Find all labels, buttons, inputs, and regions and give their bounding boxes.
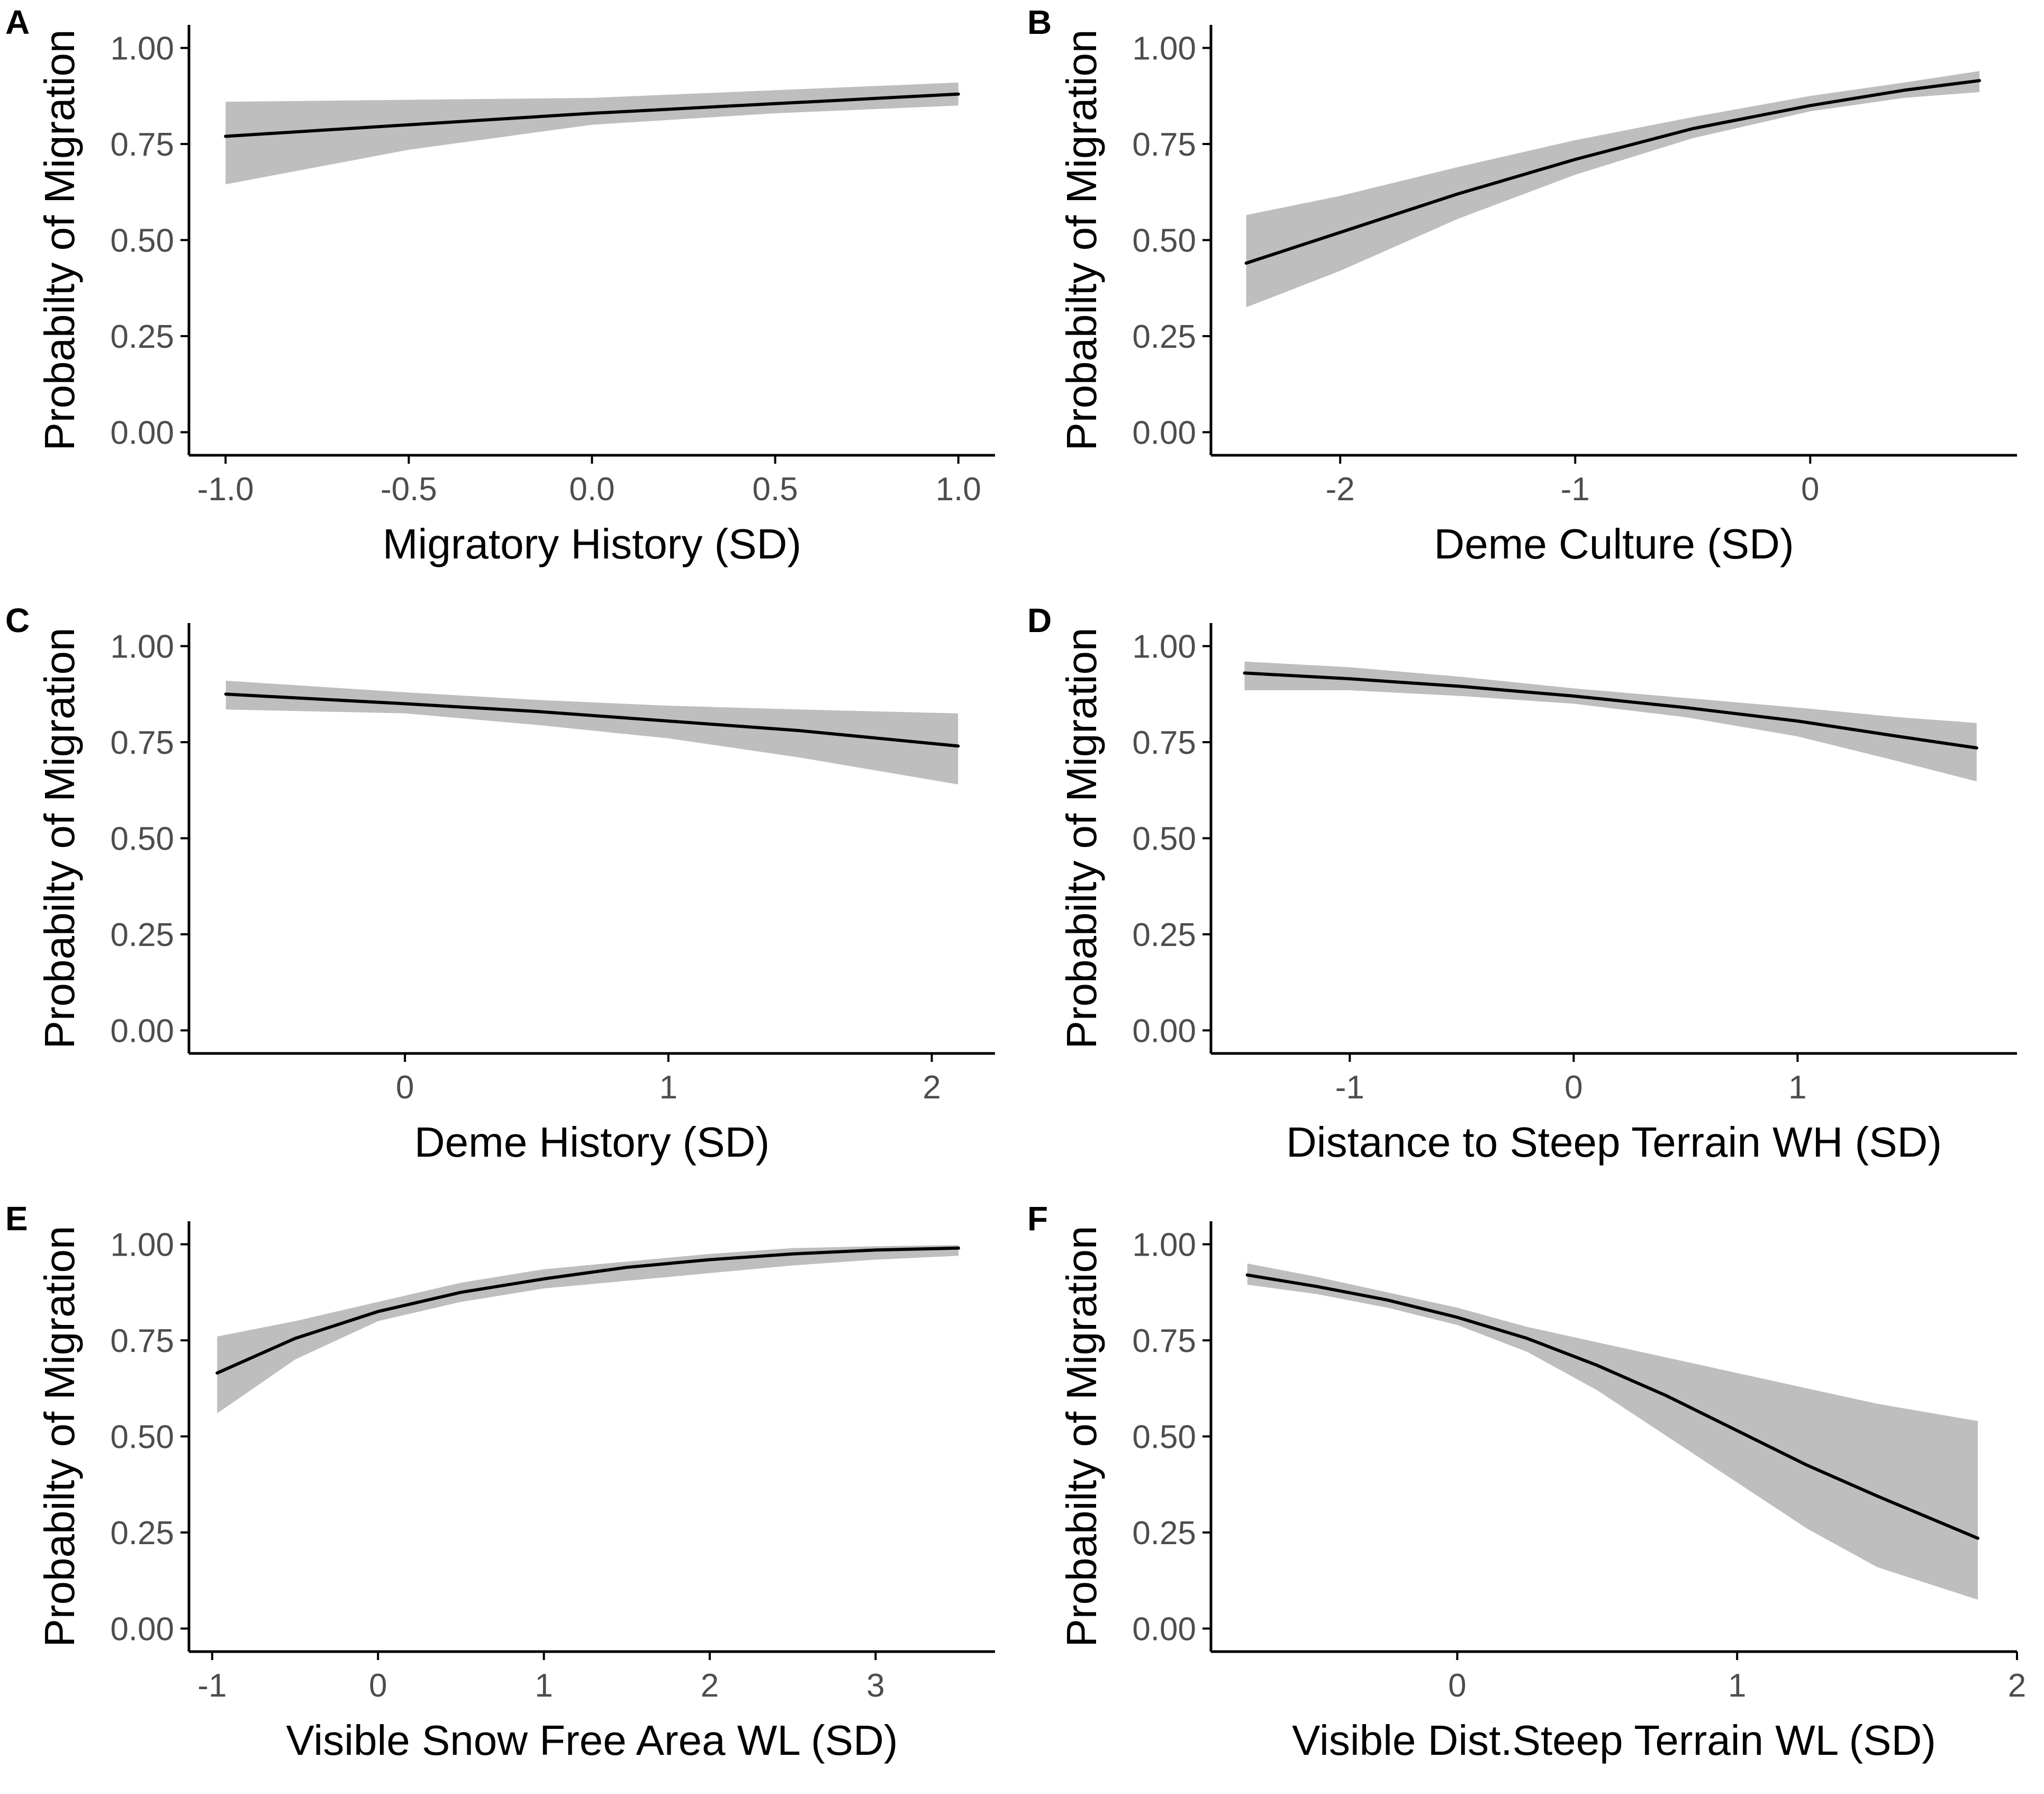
y-tick-label: 0.00 (110, 414, 174, 451)
y-tick-label: 0.50 (110, 821, 174, 858)
panel-d: 0.00 0.25 0.50 0.75 1.00 -1 0 1 Distance to Stee… (1022, 598, 2044, 1196)
panel-letter: B (1027, 3, 1052, 41)
x-tick-label: -1 (1561, 471, 1590, 508)
panel-letter: E (5, 1200, 28, 1238)
y-axis-title: Probabilty of Migration (1058, 1226, 1105, 1647)
x-tick-label: 1 (535, 1667, 553, 1704)
y-axis-title: Probabilty of Migration (1058, 30, 1105, 451)
y-tick-label: 0.25 (1132, 917, 1196, 953)
x-tick-label: 2 (922, 1069, 940, 1106)
panel-f: 0.00 0.25 0.50 0.75 1.00 0 1 2 Visible Dist.Stee… (1022, 1196, 2044, 1794)
y-tick-label: 0.50 (110, 223, 174, 259)
x-tick-label: 0 (369, 1667, 387, 1704)
chart-c: 0.00 0.25 0.50 0.75 1.00 0 1 2 Deme History (SD)… (5, 601, 995, 1166)
x-tick-label: -2 (1326, 471, 1355, 508)
x-axis-title: Visible Dist.Steep Terrain WL (SD) (1292, 1717, 1936, 1764)
panel-e: 0.00 0.25 0.50 0.75 1.00 -1 0 1 2 3 Visible Snow F… (0, 1196, 1022, 1794)
y-tick-label: 0.25 (1132, 319, 1196, 355)
chart-e: 0.00 0.25 0.50 0.75 1.00 -1 0 1 2 3 Visible Snow F… (5, 1200, 995, 1764)
y-tick-label: 0.75 (1132, 1323, 1196, 1359)
fit-line (215, 1246, 961, 1375)
x-axis-title: Distance to Steep Terrain WH (SD) (1286, 1119, 1942, 1166)
y-tick-label: 0.00 (1132, 1611, 1196, 1647)
x-tick-label: 2 (701, 1667, 719, 1704)
y-axis-title: Probabilty of Migration (36, 628, 83, 1049)
fit-line (1245, 1273, 1979, 1540)
y-tick-label: 0.50 (1132, 223, 1196, 259)
fit-line (224, 692, 960, 748)
panel-letter: C (5, 601, 30, 639)
fit-line (1243, 671, 1978, 750)
chart-f: 0.00 0.25 0.50 0.75 1.00 0 1 2 Visible Dist.Stee… (1027, 1200, 2026, 1764)
y-tick-label: 0.75 (1132, 725, 1196, 761)
fit-line (224, 92, 960, 138)
confidence-ribbon (1247, 1263, 1978, 1600)
x-tick-label: 0.0 (569, 471, 614, 508)
confidence-ribbon (217, 1245, 959, 1413)
panel-a: 0.00 0.25 0.50 0.75 1.00 -1.0 -0.5 0.0 0.5 1.0 Mig… (0, 0, 1022, 598)
y-tick-label: 0.00 (110, 1611, 174, 1647)
y-tick-label: 0.50 (110, 1419, 174, 1456)
panel-b: 0.00 0.25 0.50 0.75 1.00 -2 -1 0 Deme Culture (S… (1022, 0, 2044, 598)
x-tick-label: 0 (1801, 471, 1819, 508)
x-tick-label: 0.5 (753, 471, 798, 508)
x-axis-title: Deme History (SD) (414, 1119, 770, 1166)
y-tick-label: 0.00 (1132, 1013, 1196, 1049)
y-tick-label: 0.00 (1132, 414, 1196, 451)
x-tick-label: -1 (197, 1667, 227, 1704)
x-tick-label: 0 (1564, 1069, 1582, 1106)
y-tick-label: 0.75 (110, 725, 174, 761)
x-axis-title: Deme Culture (SD) (1434, 520, 1794, 567)
panel-letter: F (1027, 1200, 1048, 1238)
y-tick-label: 1.00 (110, 629, 174, 665)
y-axis-title: Probabilty of Migration (36, 1226, 83, 1647)
x-tick-label: 2 (2008, 1667, 2026, 1704)
y-tick-label: 1.00 (110, 1227, 174, 1264)
x-tick-label: 1 (1788, 1069, 1806, 1106)
panel-letter: A (5, 3, 30, 41)
panel-letter: D (1027, 601, 1052, 639)
y-tick-label: 0.00 (110, 1013, 174, 1049)
confidence-ribbon (1246, 71, 1979, 308)
y-tick-label: 1.00 (1132, 1227, 1196, 1264)
chart-d: 0.00 0.25 0.50 0.75 1.00 -1 0 1 Distance to Stee… (1027, 601, 2017, 1166)
x-tick-label: 1.0 (936, 471, 981, 508)
y-tick-label: 0.50 (1132, 821, 1196, 858)
fit-line (1244, 79, 1981, 265)
y-tick-label: 0.75 (110, 127, 174, 163)
y-tick-label: 0.25 (110, 1515, 174, 1552)
y-tick-label: 0.50 (1132, 1419, 1196, 1456)
y-tick-label: 0.75 (110, 1323, 174, 1359)
x-tick-label: -0.5 (381, 471, 437, 508)
confidence-ribbon (225, 680, 958, 785)
x-tick-label: 1 (1728, 1667, 1746, 1704)
chart-a: 0.00 0.25 0.50 0.75 1.00 -1.0 -0.5 0.0 0.5 1.0 Mig… (5, 3, 995, 567)
y-axis-title: Probabilty of Migration (36, 30, 83, 451)
x-tick-label: 1 (659, 1069, 677, 1106)
x-axis-title: Visible Snow Free Area WL (SD) (286, 1717, 898, 1764)
y-tick-label: 1.00 (1132, 31, 1196, 67)
y-tick-label: 0.75 (1132, 127, 1196, 163)
y-tick-label: 0.25 (110, 319, 174, 355)
x-tick-label: -1.0 (197, 471, 254, 508)
x-tick-label: -1 (1335, 1069, 1364, 1106)
confidence-ribbon (225, 82, 958, 185)
x-axis-title: Migratory History (SD) (383, 520, 801, 567)
y-tick-label: 1.00 (1132, 629, 1196, 665)
y-tick-label: 1.00 (110, 31, 174, 67)
x-tick-label: 0 (396, 1069, 414, 1106)
x-tick-label: 0 (1448, 1667, 1466, 1704)
panel-c: 0.00 0.25 0.50 0.75 1.00 0 1 2 Deme History (SD)… (0, 598, 1022, 1196)
y-axis-title: Probabilty of Migration (1058, 628, 1105, 1049)
confidence-ribbon (1244, 661, 1977, 782)
x-tick-label: 3 (866, 1667, 884, 1704)
y-tick-label: 0.25 (110, 917, 174, 953)
y-tick-label: 0.25 (1132, 1515, 1196, 1552)
